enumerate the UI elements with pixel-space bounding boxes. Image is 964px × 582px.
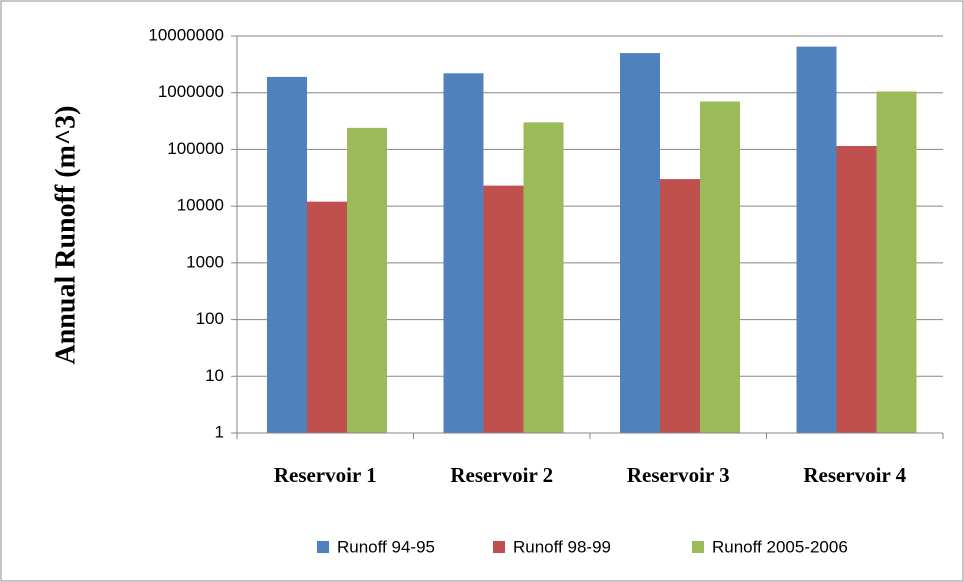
bar — [796, 46, 837, 434]
bar — [347, 127, 387, 433]
legend-label: Runoff 94-95 — [337, 537, 435, 556]
bar — [660, 179, 700, 433]
y-tick-label: 100 — [196, 309, 224, 328]
y-tick-label: 1000000 — [158, 82, 224, 101]
bar — [307, 201, 347, 433]
y-tick-label: 1000 — [186, 252, 224, 271]
x-tick-label: Reservoir 4 — [803, 463, 906, 487]
legend-swatch — [317, 541, 329, 553]
bar — [836, 145, 877, 433]
legend-swatch — [692, 541, 704, 553]
bar — [700, 101, 740, 433]
y-tick-label: 10000 — [177, 196, 224, 215]
bar — [523, 122, 564, 433]
x-tick-label: Reservoir 3 — [627, 463, 730, 487]
y-axis-title: Annual Runoff (m^3) — [50, 106, 81, 365]
bar — [267, 76, 307, 434]
legend-swatch — [493, 541, 505, 553]
x-tick-label: Reservoir 2 — [450, 463, 553, 487]
bar — [483, 185, 524, 433]
bar — [620, 53, 660, 434]
x-tick-label: Reservoir 1 — [274, 463, 377, 487]
bar — [876, 91, 917, 434]
y-tick-label: 1 — [215, 422, 224, 441]
legend-label: Runoff 2005-2006 — [712, 537, 848, 556]
bar — [443, 73, 484, 433]
y-tick-label: 10 — [205, 366, 224, 385]
y-tick-label: 100000 — [167, 139, 224, 158]
y-tick-label: 10000000 — [148, 25, 224, 44]
legend-label: Runoff 98-99 — [513, 537, 611, 556]
